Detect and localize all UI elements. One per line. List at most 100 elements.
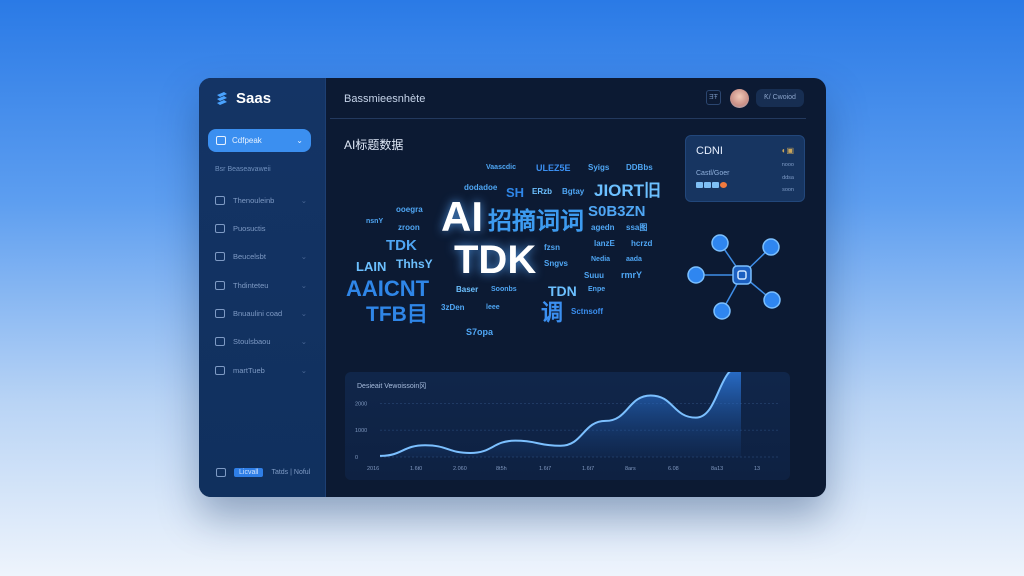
page-title: AI标题数据 bbox=[344, 138, 404, 152]
x-tick-label: 1.6t0 bbox=[410, 466, 422, 472]
chevron-down-icon: ⌄ bbox=[296, 136, 303, 145]
word-cloud-word: DDBbs bbox=[626, 163, 653, 172]
header-divider bbox=[330, 118, 806, 119]
cdn-tags bbox=[696, 182, 727, 188]
word-cloud-word: Suuu bbox=[584, 271, 604, 280]
word-cloud-word: JIORT旧 bbox=[594, 181, 662, 200]
word-cloud-word: 招摘词词 bbox=[488, 208, 584, 235]
y-tick-label: 0 bbox=[355, 455, 358, 461]
cdn-title: CDNI bbox=[696, 145, 723, 157]
chevron-down-icon: ⌄ bbox=[300, 281, 307, 290]
chevron-down-icon: ⌄ bbox=[300, 196, 307, 205]
plan-badge[interactable]: Licvall bbox=[234, 468, 264, 477]
word-cloud-word: leee bbox=[486, 304, 500, 311]
word-cloud-word: rmrY bbox=[621, 270, 643, 280]
word-cloud-word: ThhsY bbox=[396, 257, 433, 271]
app-name: Saas bbox=[236, 90, 272, 107]
tag-icon bbox=[215, 196, 225, 205]
sidebar-item[interactable]: Stoulsbaou ⌄ bbox=[215, 337, 307, 346]
graph-node bbox=[713, 302, 731, 320]
word-cloud-word: dodadoe bbox=[464, 183, 498, 192]
x-tick-label: 2.060 bbox=[453, 466, 467, 472]
line-chart: Desieait Vewoissoin冈 0 1000 2000 2016 1.6t0 2… bbox=[345, 372, 790, 480]
word-cloud-word: LAIN bbox=[356, 259, 387, 274]
sidebar-item[interactable]: Puosuctis bbox=[215, 224, 307, 233]
x-tick-label: 2016 bbox=[367, 466, 379, 472]
sidebar-item-label: Thdinteteu bbox=[233, 281, 269, 290]
chart-title: Desieait Vewoissoin冈 bbox=[357, 383, 427, 390]
word-cloud-word: TDK bbox=[454, 238, 537, 282]
word-cloud-word: S0B3ZN bbox=[588, 203, 646, 220]
sidebar-item-label: martTueb bbox=[233, 366, 265, 375]
word-cloud-word: ULEZ5E bbox=[536, 163, 571, 173]
word-cloud-word: S7opa bbox=[466, 327, 494, 337]
x-tick-label: 8ars bbox=[625, 466, 636, 472]
x-tick-label: 13 bbox=[754, 466, 760, 472]
grid-icon bbox=[215, 337, 225, 346]
sidebar-subitem[interactable]: Bsr Beaseavaweii bbox=[215, 166, 271, 173]
x-tick-label: 1.6t7 bbox=[539, 466, 551, 472]
logo-icon bbox=[217, 91, 227, 105]
sidebar-item-label: Cdfpeak bbox=[232, 136, 262, 145]
sidebar-item[interactable]: Thdinteteu ⌄ bbox=[215, 281, 307, 290]
sidebar: Saas Cdfpeak ⌄ Bsr Beaseavaweii Thenoule… bbox=[199, 78, 326, 497]
word-cloud-word: ERzb bbox=[532, 187, 552, 196]
y-tick-label: 1000 bbox=[355, 428, 367, 434]
word-cloud-word: lanzE bbox=[594, 239, 615, 248]
word-cloud-word: 3zDen bbox=[441, 303, 465, 312]
sidebar-footer: Licvall Tatds | Noful bbox=[216, 468, 310, 477]
chart-canvas: 0 1000 2000 2016 1.6t0 2.060 8t5h 1.6t7 1.6t7 8ar… bbox=[355, 372, 780, 472]
word-cloud-word: AI bbox=[441, 193, 483, 240]
word-cloud-word: Bgtay bbox=[562, 187, 585, 196]
monitor-icon bbox=[215, 224, 225, 233]
header-title: Bassmieesnhète bbox=[344, 93, 426, 105]
toggle-icon[interactable]: ◐▣ bbox=[781, 146, 794, 155]
word-cloud-word: AAICNT bbox=[346, 276, 430, 301]
layers-icon bbox=[215, 366, 225, 375]
chart-area bbox=[380, 372, 741, 457]
x-tick-label: 6.08 bbox=[668, 466, 679, 472]
footer-text[interactable]: Tatds | Noful bbox=[271, 469, 311, 476]
word-cloud-word: TDK bbox=[386, 237, 417, 254]
user-menu-button[interactable]: Ƙ/ Cwoiod bbox=[756, 89, 804, 107]
word-cloud-word: agedn bbox=[591, 223, 615, 232]
word-cloud-word: Soonbs bbox=[491, 286, 517, 293]
sidebar-item[interactable]: Bnuaulini coad ⌄ bbox=[215, 309, 307, 318]
sidebar-item[interactable]: martTueb ⌄ bbox=[215, 366, 307, 375]
word-cloud-word: Syigs bbox=[588, 163, 610, 172]
graph-node bbox=[762, 238, 780, 256]
sidebar-item[interactable]: Beucelsbt ⌄ bbox=[215, 252, 307, 261]
word-cloud-word: SH bbox=[506, 185, 525, 200]
avatar[interactable] bbox=[730, 89, 749, 108]
word-cloud-word: nsnY bbox=[366, 218, 384, 225]
word-cloud-word: TDN bbox=[548, 283, 577, 299]
chevron-down-icon: ⌄ bbox=[300, 309, 307, 318]
x-tick-label: 8t5h bbox=[496, 466, 507, 472]
settings-icon[interactable] bbox=[216, 468, 226, 477]
notification-button[interactable]: ƎŦ bbox=[706, 90, 721, 105]
word-cloud-word: hcrzd bbox=[631, 239, 653, 248]
cdn-stat: soon bbox=[782, 187, 794, 193]
graph-node bbox=[687, 266, 705, 284]
chevron-down-icon: ⌄ bbox=[300, 252, 307, 261]
sidebar-item-label: Stoulsbaou bbox=[233, 337, 271, 346]
cdn-subtitle: Castl/Goer bbox=[696, 170, 730, 177]
sidebar-item[interactable]: Thenouleinb ⌄ bbox=[215, 196, 307, 205]
cdn-stat: ddsa bbox=[782, 175, 794, 181]
word-cloud-word: TFB目 bbox=[366, 303, 428, 326]
word-cloud-word: Enpe bbox=[588, 286, 606, 293]
sidebar-item-active[interactable]: Cdfpeak ⌄ bbox=[208, 129, 311, 152]
word-cloud-word: Vaascdic bbox=[486, 164, 516, 171]
graph-hub bbox=[732, 265, 752, 285]
chevron-down-icon: ⌄ bbox=[300, 366, 307, 375]
word-cloud-word: ssa图 bbox=[626, 223, 648, 232]
x-tick-label: 8a13 bbox=[711, 466, 723, 472]
app-logo[interactable]: Saas bbox=[214, 90, 271, 107]
cdn-card[interactable]: CDNI ◐▣ Castl/Goer nooo ddsa soon bbox=[685, 135, 805, 202]
image-icon bbox=[215, 309, 225, 318]
word-cloud-word: aada bbox=[626, 256, 642, 263]
word-cloud-word: fzsn bbox=[544, 243, 560, 252]
graph-node bbox=[763, 291, 781, 309]
word-cloud-word: Nedia bbox=[591, 256, 611, 263]
monitor-icon bbox=[216, 136, 226, 145]
